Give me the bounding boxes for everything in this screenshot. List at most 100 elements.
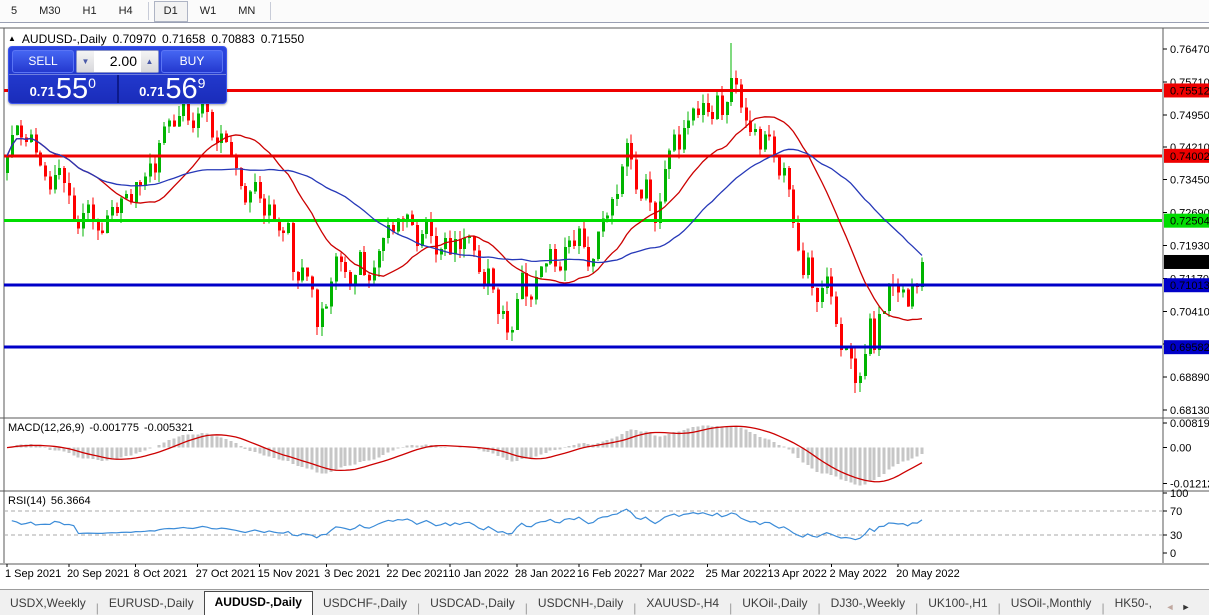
svg-text:0.72504: 0.72504 bbox=[1170, 216, 1209, 228]
symbol-tab-hk50[interactable]: HK50-, bbox=[1114, 596, 1152, 610]
tab-separator: | bbox=[95, 601, 99, 615]
sell-price-small: 0.71 bbox=[29, 84, 55, 99]
macd-name: MACD(12,26,9) bbox=[8, 422, 85, 434]
ohlc-close: 0.71550 bbox=[260, 32, 305, 46]
svg-text:0.73450: 0.73450 bbox=[1170, 175, 1209, 187]
toolbar-separator bbox=[270, 2, 272, 20]
svg-text:3 Dec 2021: 3 Dec 2021 bbox=[324, 568, 380, 580]
symbol-tab-usoil-monthly[interactable]: USOil-,Monthly bbox=[1010, 596, 1092, 610]
macd-signal-line bbox=[6, 425, 923, 483]
sell-price-sup: 0 bbox=[88, 75, 96, 91]
panel-collapse-icon[interactable]: ▲ bbox=[8, 33, 16, 43]
macd-value-main: -0.001775 bbox=[89, 422, 139, 434]
toolbar-separator bbox=[147, 2, 149, 20]
symbol-tab-usdchf-daily[interactable]: USDCHF-,Daily bbox=[322, 596, 407, 610]
indicator-axes: 0.008197 0.00 -0.012121100 70 30 0 bbox=[1163, 418, 1209, 560]
timeframe-button-M30[interactable]: M30 bbox=[39, 5, 61, 17]
sell-price[interactable]: 0.71 55 0 bbox=[9, 73, 117, 105]
volume-input[interactable] bbox=[94, 50, 141, 72]
svg-text:30: 30 bbox=[1170, 530, 1182, 542]
symbol-tab-dj30-weekly[interactable]: DJ30-,Weekly bbox=[830, 596, 906, 610]
buy-price-small: 0.71 bbox=[139, 84, 165, 99]
ma-40-line bbox=[6, 137, 923, 264]
tabs-scroll-right-button[interactable]: ► bbox=[1178, 595, 1194, 615]
tab-separator: | bbox=[633, 601, 637, 615]
tab-separator: | bbox=[729, 601, 733, 615]
tab-separator: | bbox=[416, 601, 421, 615]
timeframe-button-W1[interactable]: W1 bbox=[199, 5, 217, 17]
macd-value-signal: -0.005321 bbox=[143, 422, 194, 434]
timeframe-button-D1[interactable]: D1 bbox=[153, 0, 188, 22]
price-divider bbox=[116, 75, 119, 103]
volume-down-button[interactable]: ▼ bbox=[77, 50, 94, 72]
tab-separator: | bbox=[817, 601, 821, 615]
symbol-tab-usdx-weekly[interactable]: USDX,Weekly bbox=[10, 596, 86, 610]
svg-text:0.74002: 0.74002 bbox=[1170, 151, 1209, 163]
svg-text:2 May 2022: 2 May 2022 bbox=[829, 568, 886, 580]
svg-text:8 Oct 2021: 8 Oct 2021 bbox=[134, 568, 188, 580]
svg-text:27 Oct 2021: 27 Oct 2021 bbox=[196, 568, 256, 580]
symbol-tab-usdcad-daily[interactable]: USDCAD-,Daily bbox=[430, 596, 515, 610]
svg-text:10 Jan 2022: 10 Jan 2022 bbox=[448, 568, 509, 580]
price-axis[interactable]: 0.764700.757100.749500.742100.734500.726… bbox=[1163, 44, 1209, 417]
tabs-scroll-left-button[interactable]: ◄ bbox=[1162, 595, 1178, 615]
svg-text:20 May 2022: 20 May 2022 bbox=[896, 568, 960, 580]
svg-text:0.74950: 0.74950 bbox=[1170, 110, 1209, 122]
date-axis[interactable]: 1 Sep 2021 20 Sep 2021 8 Oct 2021 27 Oct 20… bbox=[5, 564, 960, 580]
svg-text:100: 100 bbox=[1170, 488, 1188, 500]
tab-separator: | bbox=[997, 601, 1001, 615]
buy-button[interactable]: BUY bbox=[161, 49, 223, 73]
svg-text:0.71930: 0.71930 bbox=[1170, 241, 1209, 253]
svg-text:0.68130: 0.68130 bbox=[1170, 405, 1209, 417]
svg-text:7 Mar 2022: 7 Mar 2022 bbox=[639, 568, 695, 580]
svg-text:1 Sep 2021: 1 Sep 2021 bbox=[5, 568, 61, 580]
ohlc-low: 0.70883 bbox=[211, 32, 255, 46]
symbol-tab-eurusd-daily[interactable]: EURUSD-,Daily bbox=[108, 596, 194, 610]
level-lines-layer bbox=[4, 88, 1162, 349]
ohlc-open: 0.70970 bbox=[112, 32, 156, 46]
symbol-tab-ukoil-daily[interactable]: UKOil-,Daily bbox=[742, 596, 808, 610]
svg-text:70: 70 bbox=[1170, 506, 1182, 518]
svg-text:0.68890: 0.68890 bbox=[1170, 372, 1209, 384]
timeframe-button-5[interactable]: 5 bbox=[11, 5, 18, 17]
timeframe-button-MN[interactable]: MN bbox=[238, 5, 256, 17]
chart-symbol-label: AUDUSD-,Daily bbox=[21, 32, 107, 46]
tab-separator: | bbox=[1101, 601, 1105, 615]
buy-price-big: 56 bbox=[165, 73, 198, 105]
symbol-tab-xauusd-h4[interactable]: XAUUSD-,H4 bbox=[646, 596, 720, 610]
timeframe-toolbar: 5 M30 H1 H4 D1 W1 MN bbox=[0, 0, 1209, 23]
rsi-value: 56.3664 bbox=[50, 495, 91, 507]
svg-text:15 Nov 2021: 15 Nov 2021 bbox=[258, 568, 320, 580]
one-click-trading-panel: SELL ▼ ▲ BUY 0.71 55 0 0.71 56 9 bbox=[8, 46, 227, 104]
svg-text:0.71013: 0.71013 bbox=[1170, 280, 1209, 292]
svg-text:0.76470: 0.76470 bbox=[1170, 44, 1209, 56]
symbol-tab-audusd-daily[interactable]: AUDUSD-,Daily bbox=[203, 591, 313, 615]
svg-text:0.71550: 0.71550 bbox=[1170, 257, 1209, 269]
svg-text:16 Feb 2022: 16 Feb 2022 bbox=[577, 568, 639, 580]
buy-price-sup: 9 bbox=[197, 75, 206, 91]
ma-20-line bbox=[6, 116, 923, 321]
candles-layer bbox=[6, 42, 924, 394]
svg-text:25 Mar 2022: 25 Mar 2022 bbox=[706, 568, 768, 580]
symbol-tab-bar: USDX,Weekly | EURUSD-,Daily AUDUSD-,Daily US… bbox=[0, 589, 1209, 615]
svg-text:22 Dec 2021: 22 Dec 2021 bbox=[386, 568, 448, 580]
svg-text:0: 0 bbox=[1170, 548, 1176, 560]
timeframe-button-H1[interactable]: H1 bbox=[82, 5, 97, 17]
timeframe-button-H4[interactable]: H4 bbox=[118, 5, 133, 17]
ohlc-high: 0.71658 bbox=[162, 32, 206, 46]
svg-text:-0.012121: -0.012121 bbox=[1170, 479, 1209, 491]
rsi-label: RSI(14) 56.3664 bbox=[8, 495, 91, 507]
chart-surface[interactable]: 0.764700.757100.749500.742100.734500.726… bbox=[0, 24, 1209, 589]
chart-title-bar: ▲ AUDUSD-,Daily 0.70970 0.71658 0.70883 … bbox=[8, 32, 304, 46]
sell-price-big: 55 bbox=[55, 73, 89, 105]
volume-up-button[interactable]: ▲ bbox=[141, 50, 158, 72]
rsi-layer bbox=[5, 508, 1162, 541]
macd-label: MACD(12,26,9) -0.001775 -0.005321 bbox=[8, 422, 194, 434]
tab-separator: | bbox=[524, 601, 528, 615]
buy-price[interactable]: 0.71 56 9 bbox=[119, 73, 227, 105]
symbol-tab-usdcnh-daily[interactable]: USDCNH-,Daily bbox=[537, 596, 624, 610]
svg-text:0.008197: 0.008197 bbox=[1170, 418, 1209, 430]
symbol-tab-uk100-h1[interactable]: UK100-,H1 bbox=[928, 596, 988, 610]
svg-text:0.75512: 0.75512 bbox=[1170, 85, 1209, 97]
sell-button[interactable]: SELL bbox=[12, 49, 74, 73]
